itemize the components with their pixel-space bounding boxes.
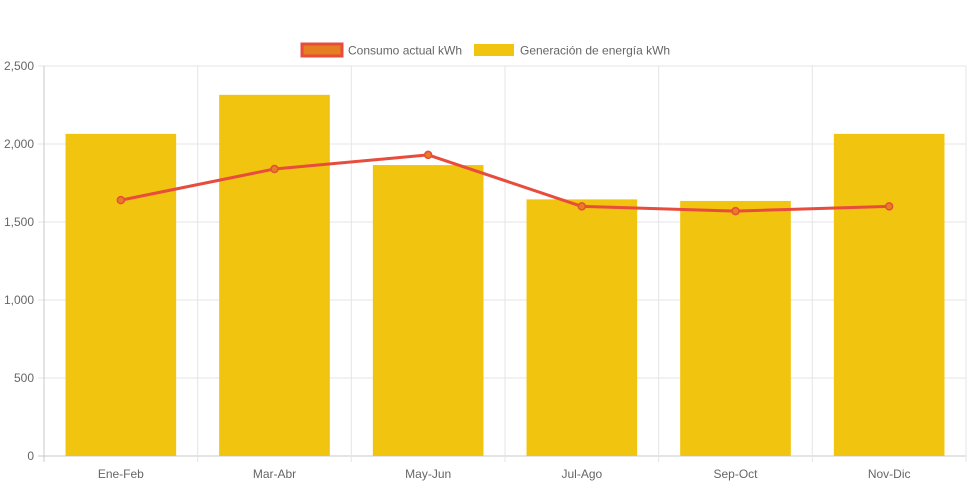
y-tick-label: 500: [14, 371, 34, 385]
bar-nov-dic[interactable]: [833, 133, 945, 457]
bar-sep-oct[interactable]: [680, 200, 791, 456]
line-consumo: [116, 150, 894, 216]
bars-generacion: [65, 94, 945, 457]
grid: [38, 65, 967, 462]
legend-item-consumo[interactable]: Consumo actual kWh: [300, 42, 462, 58]
x-tick-label: Jul-Ago: [561, 467, 602, 481]
consumo-line: [120, 153, 890, 213]
bar-ene-feb[interactable]: [65, 133, 177, 457]
y-tick-label: 1,000: [4, 293, 34, 307]
axes: 0 500 1,000 1,500 2,000 2,500 Ene-Feb Mar-Abr Ma…: [4, 59, 911, 481]
bar-jul-ago[interactable]: [526, 199, 638, 456]
legend: Consumo actual kWh Generación de energía…: [300, 42, 670, 58]
bar-may-jun[interactable]: [372, 165, 484, 456]
point-consumo-jul-ago[interactable]: [577, 202, 587, 211]
x-tick-label: Sep-Oct: [713, 467, 758, 481]
legend-label-consumo: Consumo actual kWh: [348, 44, 462, 58]
x-tick-label: Ene-Feb: [98, 467, 144, 481]
x-tick-label: Mar-Abr: [253, 467, 296, 481]
x-tick-label: Nov-Dic: [868, 467, 911, 481]
y-tick-label: 2,000: [4, 137, 34, 151]
point-consumo-mar-abr[interactable]: [270, 164, 279, 174]
bar-mar-abr[interactable]: [219, 94, 330, 457]
legend-label-generacion: Generación de energía kWh: [520, 44, 670, 58]
legend-swatch-generacion: [474, 44, 514, 56]
legend-swatch-consumo: [300, 42, 344, 58]
y-tick-label: 1,500: [4, 215, 34, 229]
y-tick-label: 2,500: [4, 59, 34, 73]
legend-item-generacion[interactable]: Generación de energía kWh: [474, 44, 670, 58]
point-consumo-nov-dic[interactable]: [884, 202, 894, 211]
point-consumo-sep-oct[interactable]: [731, 206, 740, 216]
point-consumo-ene-feb[interactable]: [116, 195, 126, 205]
y-tick-label: 0: [27, 449, 34, 463]
point-consumo-may-jun[interactable]: [423, 150, 433, 160]
x-tick-label: May-Jun: [405, 467, 451, 481]
